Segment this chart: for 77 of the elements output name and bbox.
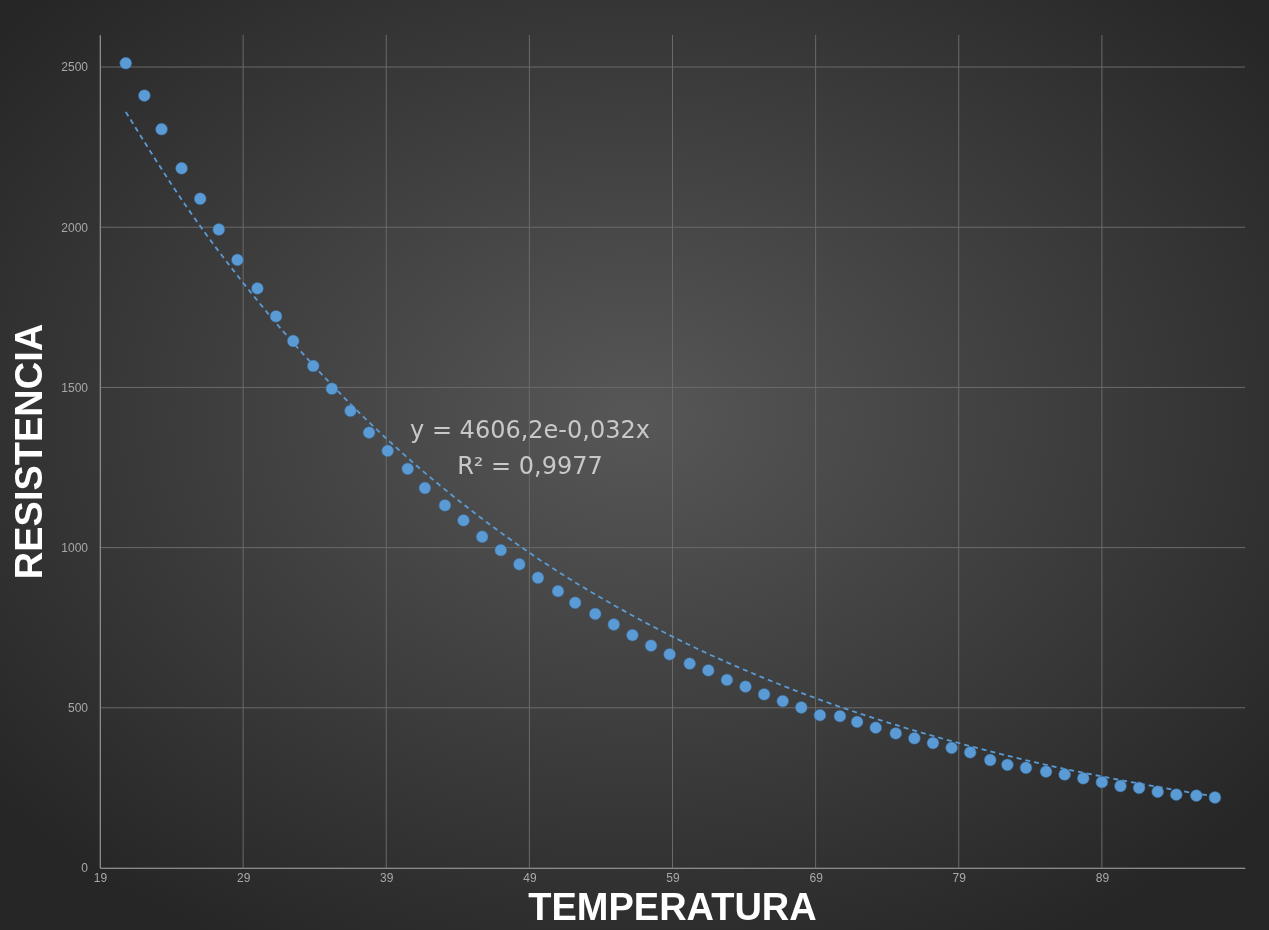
point — [739, 680, 752, 693]
point — [626, 628, 639, 642]
point — [138, 89, 151, 102]
x-tick-label: 59 — [666, 870, 680, 885]
point — [119, 57, 132, 70]
point — [813, 709, 827, 722]
x-tick-label: 19 — [93, 870, 108, 885]
x-tick-label: 49 — [523, 870, 537, 885]
point — [155, 123, 168, 136]
point — [362, 426, 376, 439]
point — [702, 664, 715, 677]
y-tick-label: 1000 — [61, 540, 89, 555]
point — [457, 514, 470, 527]
point — [757, 688, 771, 701]
x-tick-label: 39 — [380, 870, 394, 885]
point — [438, 499, 452, 512]
point — [307, 359, 320, 373]
point — [475, 530, 489, 543]
point — [551, 585, 565, 598]
point — [850, 715, 864, 729]
x-axis-title: TEMPERATURA — [528, 886, 817, 928]
point — [683, 657, 696, 670]
point — [1058, 768, 1071, 781]
point — [1132, 781, 1146, 795]
point — [381, 444, 394, 458]
annotation: y = 4606,2e-0,032x — [410, 416, 650, 444]
point — [1114, 779, 1127, 793]
point — [589, 607, 602, 621]
point — [1001, 758, 1014, 771]
point — [287, 334, 300, 348]
point — [1170, 788, 1183, 801]
point — [776, 694, 789, 708]
point — [1095, 775, 1109, 789]
y-tick-label: 0 — [81, 861, 89, 876]
y-tick-label: 2500 — [61, 60, 89, 75]
point — [344, 404, 357, 417]
point — [1151, 785, 1164, 798]
x-tick-label: 69 — [809, 870, 824, 885]
point — [1077, 772, 1090, 785]
y-axis-title: RESISTENCIA — [8, 323, 50, 580]
point — [1190, 789, 1203, 802]
point — [795, 701, 808, 714]
point — [869, 721, 882, 734]
point — [212, 223, 225, 236]
annotation: R² = 0,9977 — [457, 452, 603, 480]
point — [418, 481, 432, 495]
point — [720, 673, 734, 687]
x-tick-label: 89 — [1095, 870, 1110, 885]
point — [1039, 765, 1053, 778]
point — [401, 462, 414, 475]
point — [269, 310, 283, 323]
point — [984, 753, 997, 767]
y-tick-label: 1500 — [61, 380, 89, 395]
point — [889, 727, 902, 740]
y-tick-label: 2000 — [61, 220, 89, 235]
x-tick-label: 29 — [236, 870, 251, 885]
y-tick-label: 500 — [67, 701, 89, 716]
point — [531, 571, 545, 584]
point — [231, 253, 244, 267]
point — [194, 192, 207, 205]
point — [663, 648, 676, 661]
point — [494, 544, 507, 557]
point — [325, 382, 339, 395]
point — [251, 282, 264, 295]
point — [926, 736, 940, 750]
point — [833, 709, 847, 723]
point — [1019, 761, 1033, 774]
point — [644, 639, 658, 652]
x-tick-label: 79 — [952, 870, 967, 885]
point — [1208, 791, 1222, 804]
point — [607, 618, 620, 631]
point — [569, 596, 582, 609]
point — [175, 162, 188, 175]
point — [908, 732, 921, 745]
point — [945, 741, 958, 755]
point — [513, 558, 526, 571]
point — [964, 746, 977, 759]
